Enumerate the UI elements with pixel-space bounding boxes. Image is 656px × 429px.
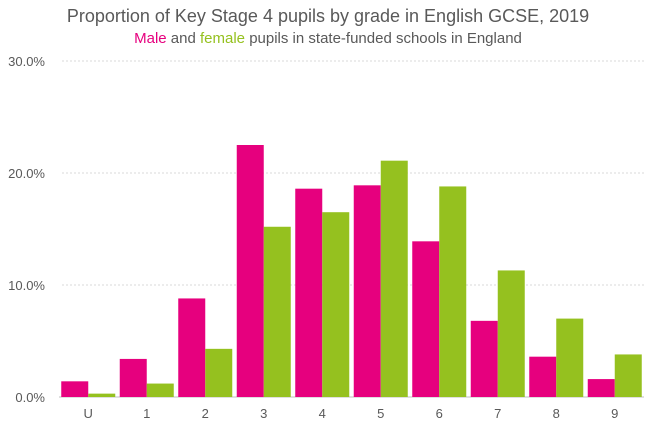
bar-female-7 (497, 270, 525, 397)
bar-male-4 (295, 188, 323, 397)
subtitle-connector: and (166, 30, 200, 47)
bar-female-2 (205, 348, 233, 397)
bar-female-5 (380, 160, 408, 397)
x-tick-label: 3 (260, 406, 267, 421)
y-tick-label: 10.0% (8, 278, 45, 293)
bar-male-9 (587, 379, 615, 397)
bar-male-1 (119, 358, 147, 397)
y-tick-label: 20.0% (8, 166, 45, 181)
chart-subtitle: Male and female pupils in state-funded s… (0, 30, 656, 47)
bar-male-3 (236, 145, 264, 397)
x-tick-label: U (84, 406, 93, 421)
subtitle-female-word: female (200, 30, 246, 47)
x-tick-label: 2 (202, 406, 209, 421)
y-tick-label: 0.0% (15, 390, 45, 405)
bar-male-5 (353, 185, 381, 397)
bar-male-6 (412, 241, 440, 397)
bar-male-2 (178, 298, 206, 397)
y-tick-label: 30.0% (8, 54, 45, 69)
x-tick-label: 9 (611, 406, 618, 421)
bar-female-1 (146, 383, 174, 397)
bar-male-U (61, 381, 89, 397)
x-tick-label: 5 (377, 406, 384, 421)
x-tick-label: 8 (553, 406, 560, 421)
bar-female-U (88, 393, 116, 397)
bar-female-3 (263, 226, 291, 397)
subtitle-rest: pupils in state-funded schools in Englan… (245, 30, 522, 47)
x-tick-label: 6 (436, 406, 443, 421)
subtitle-male-word: Male (134, 30, 167, 47)
bar-male-7 (470, 320, 498, 397)
bar-male-8 (529, 356, 557, 397)
x-tick-label: 7 (494, 406, 501, 421)
bar-female-4 (322, 212, 350, 397)
bar-female-8 (556, 318, 584, 397)
x-tick-label: 4 (319, 406, 326, 421)
chart-title: Proportion of Key Stage 4 pupils by grad… (66, 6, 590, 26)
bar-female-6 (439, 186, 467, 397)
bar-female-9 (614, 354, 642, 397)
x-tick-label: 1 (143, 406, 150, 421)
